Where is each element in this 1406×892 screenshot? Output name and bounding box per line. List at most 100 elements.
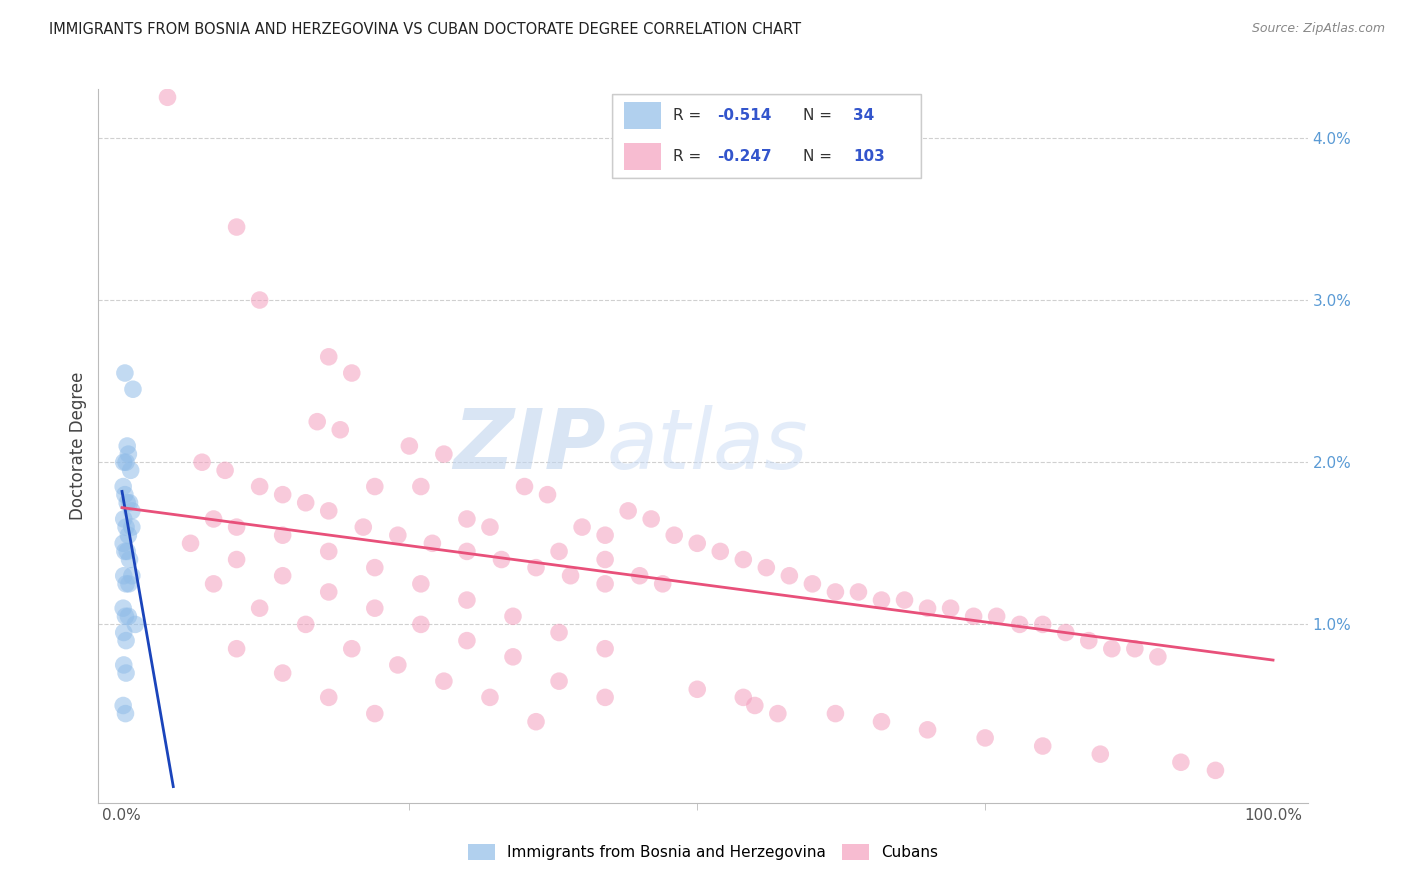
Point <box>593 577 616 591</box>
Point <box>249 479 271 493</box>
Point <box>271 488 294 502</box>
Point <box>115 439 138 453</box>
Text: Source: ZipAtlas.com: Source: ZipAtlas.com <box>1251 22 1385 36</box>
Point <box>1170 756 1192 770</box>
Point <box>433 674 456 689</box>
Point <box>117 609 139 624</box>
Point <box>120 463 142 477</box>
Point <box>962 609 984 624</box>
Point <box>156 90 179 104</box>
Point <box>593 552 616 566</box>
Point <box>548 625 571 640</box>
Point <box>1032 617 1054 632</box>
Point <box>364 706 387 721</box>
Point <box>422 536 444 550</box>
Point <box>478 520 501 534</box>
Point <box>112 536 135 550</box>
Point <box>778 568 800 582</box>
Point <box>294 496 316 510</box>
Point <box>1008 617 1031 632</box>
Point <box>1204 764 1226 778</box>
Point <box>318 690 340 705</box>
Point <box>686 682 709 697</box>
Point <box>225 220 247 235</box>
Point <box>1054 625 1077 640</box>
Text: IMMIGRANTS FROM BOSNIA AND HERZEGOVINA VS CUBAN DOCTORATE DEGREE CORRELATION CHA: IMMIGRANTS FROM BOSNIA AND HERZEGOVINA V… <box>49 22 801 37</box>
Point <box>502 609 524 624</box>
Point <box>456 633 478 648</box>
Point <box>122 382 145 396</box>
Point <box>640 512 662 526</box>
Point <box>191 455 214 469</box>
Text: N =: N = <box>803 149 837 164</box>
FancyBboxPatch shape <box>624 103 661 129</box>
Point <box>409 577 432 591</box>
Point <box>121 568 143 582</box>
Point <box>271 666 294 681</box>
Point <box>294 617 316 632</box>
Point <box>409 479 432 493</box>
Point <box>456 512 478 526</box>
Point <box>114 366 136 380</box>
Text: -0.514: -0.514 <box>717 108 770 123</box>
Point <box>318 585 340 599</box>
Point <box>502 649 524 664</box>
Text: 103: 103 <box>853 149 884 164</box>
Point <box>364 560 387 574</box>
Point <box>114 488 136 502</box>
Point <box>115 666 138 681</box>
Point <box>115 633 138 648</box>
Point <box>387 528 409 542</box>
Point <box>114 706 136 721</box>
Point <box>249 293 271 307</box>
Point <box>456 544 478 558</box>
Point <box>340 641 363 656</box>
Point <box>115 577 138 591</box>
Point <box>112 512 135 526</box>
Point <box>593 690 616 705</box>
Point <box>766 706 789 721</box>
Text: ZIP: ZIP <box>454 406 606 486</box>
Point <box>571 520 593 534</box>
Point <box>117 528 139 542</box>
Point <box>318 544 340 558</box>
Point <box>340 366 363 380</box>
Point <box>112 479 135 493</box>
Point <box>364 601 387 615</box>
Point <box>121 504 143 518</box>
Point <box>115 496 138 510</box>
Point <box>755 560 778 574</box>
Point <box>249 601 271 615</box>
Point <box>112 625 135 640</box>
Point <box>744 698 766 713</box>
Point <box>917 723 939 737</box>
Point <box>118 577 141 591</box>
Point <box>456 593 478 607</box>
Point <box>114 544 136 558</box>
Point <box>112 698 135 713</box>
Point <box>329 423 352 437</box>
Point <box>917 601 939 615</box>
Point <box>548 674 571 689</box>
Text: R =: R = <box>673 149 707 164</box>
Point <box>112 657 135 672</box>
Point <box>824 706 846 721</box>
Point <box>824 585 846 599</box>
Point <box>114 609 136 624</box>
Point <box>801 577 824 591</box>
Point <box>628 568 651 582</box>
Point <box>709 544 731 558</box>
Point <box>593 528 616 542</box>
Point <box>686 536 709 550</box>
Point <box>560 568 582 582</box>
Point <box>318 350 340 364</box>
Point <box>617 504 640 518</box>
Point <box>1090 747 1112 761</box>
Point <box>115 544 138 558</box>
Point <box>733 552 755 566</box>
Point <box>664 528 686 542</box>
Point <box>352 520 374 534</box>
Point <box>307 415 329 429</box>
Point <box>271 568 294 582</box>
Point <box>112 568 135 582</box>
